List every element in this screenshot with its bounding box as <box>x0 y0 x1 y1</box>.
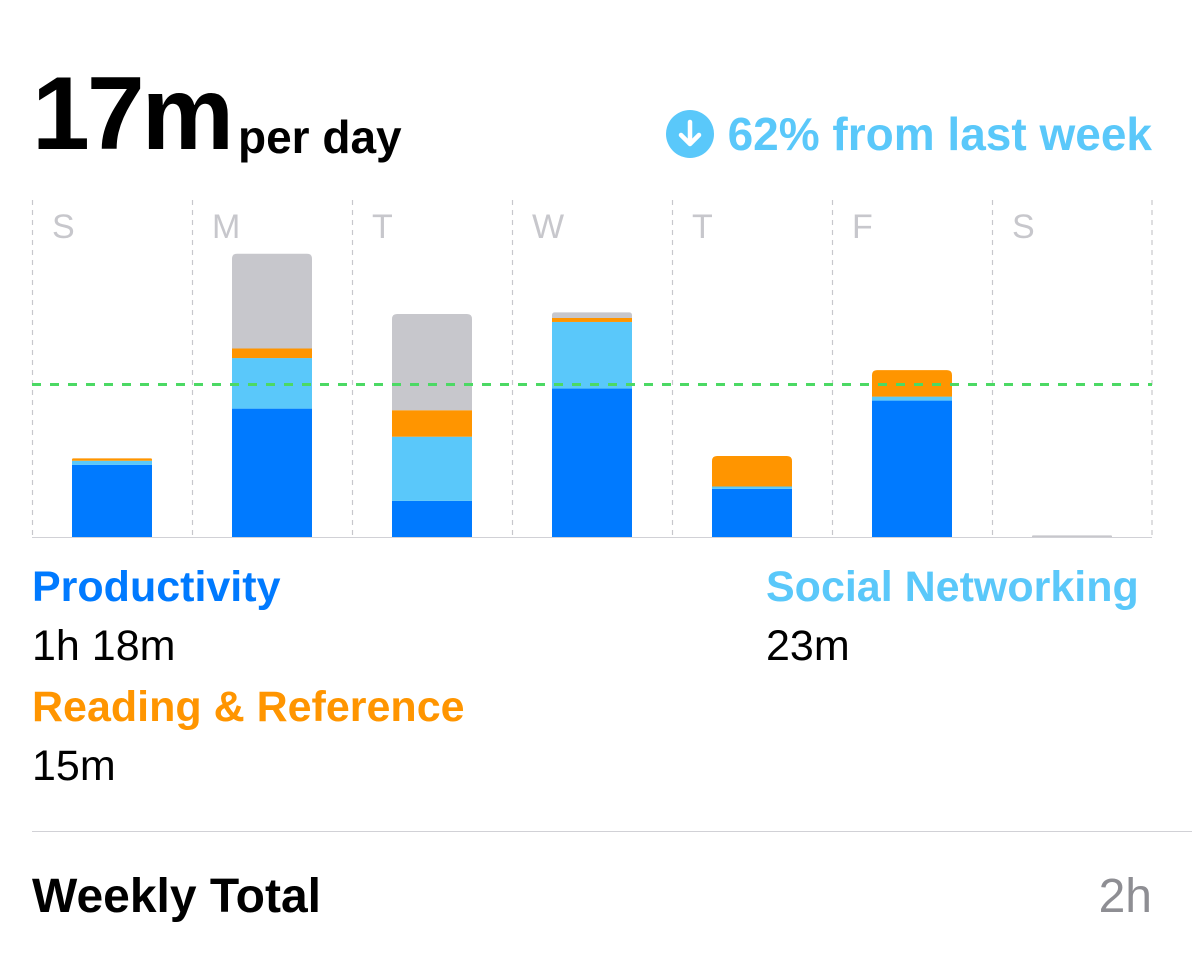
bar-segment <box>712 486 792 489</box>
day-label: T <box>372 208 393 246</box>
weekly-change-indicator: 62% from last week <box>665 108 1152 160</box>
day-label: M <box>212 208 240 246</box>
bar-segment <box>552 388 632 537</box>
bar-segment <box>392 410 472 437</box>
bar-segment <box>72 464 152 537</box>
bar-segment <box>712 488 792 537</box>
bar-segment <box>552 321 632 389</box>
day-label: W <box>532 208 564 246</box>
section-divider <box>32 831 1192 832</box>
bar-segment <box>232 348 312 359</box>
legend-value: 15m <box>32 742 116 790</box>
legend-label: Productivity <box>32 563 281 611</box>
bar-segment <box>72 458 152 461</box>
bar-segment <box>552 312 632 318</box>
day-label: S <box>52 208 75 246</box>
bar-segment <box>392 500 472 537</box>
bar-segment <box>72 460 152 465</box>
legend-value: 23m <box>766 622 850 670</box>
daily-average-unit: per day <box>238 111 402 163</box>
weekly-total-row[interactable]: Weekly Total 2h <box>32 873 1152 933</box>
day-label: F <box>852 208 873 246</box>
legend-label: Social Networking <box>766 563 1139 611</box>
legend-item-reading-reference: Reading & Reference 15m <box>32 686 465 788</box>
day-label: T <box>692 208 713 246</box>
bar-segment <box>392 436 472 501</box>
bar-segment <box>392 313 472 411</box>
bar-segment <box>872 370 952 397</box>
bar-segment <box>552 317 632 322</box>
legend-item-social-networking: Social Networking 23m <box>766 566 1139 668</box>
bar-segment <box>872 396 952 401</box>
day-label: S <box>1012 208 1035 246</box>
weekly-change-text: 62% from last week <box>727 108 1152 160</box>
average-header: 17m per day 62% from last week <box>32 62 1152 172</box>
bar-segment <box>872 400 952 537</box>
legend-value: 1h 18m <box>32 622 176 670</box>
bar-segment <box>1032 535 1112 537</box>
legend-label: Reading & Reference <box>32 683 465 731</box>
weekly-total-value: 2h <box>1098 870 1152 923</box>
bar-segment <box>232 253 312 349</box>
category-legend: Productivity 1h 18m Social Networking 23… <box>32 566 1152 806</box>
arrow-down-circle-icon <box>665 110 714 158</box>
daily-average-value: 17m <box>32 56 234 172</box>
bar-segment <box>712 455 792 487</box>
legend-item-productivity: Productivity 1h 18m <box>32 566 281 668</box>
bar-segment <box>232 408 312 537</box>
weekly-total-label: Weekly Total <box>32 870 321 923</box>
